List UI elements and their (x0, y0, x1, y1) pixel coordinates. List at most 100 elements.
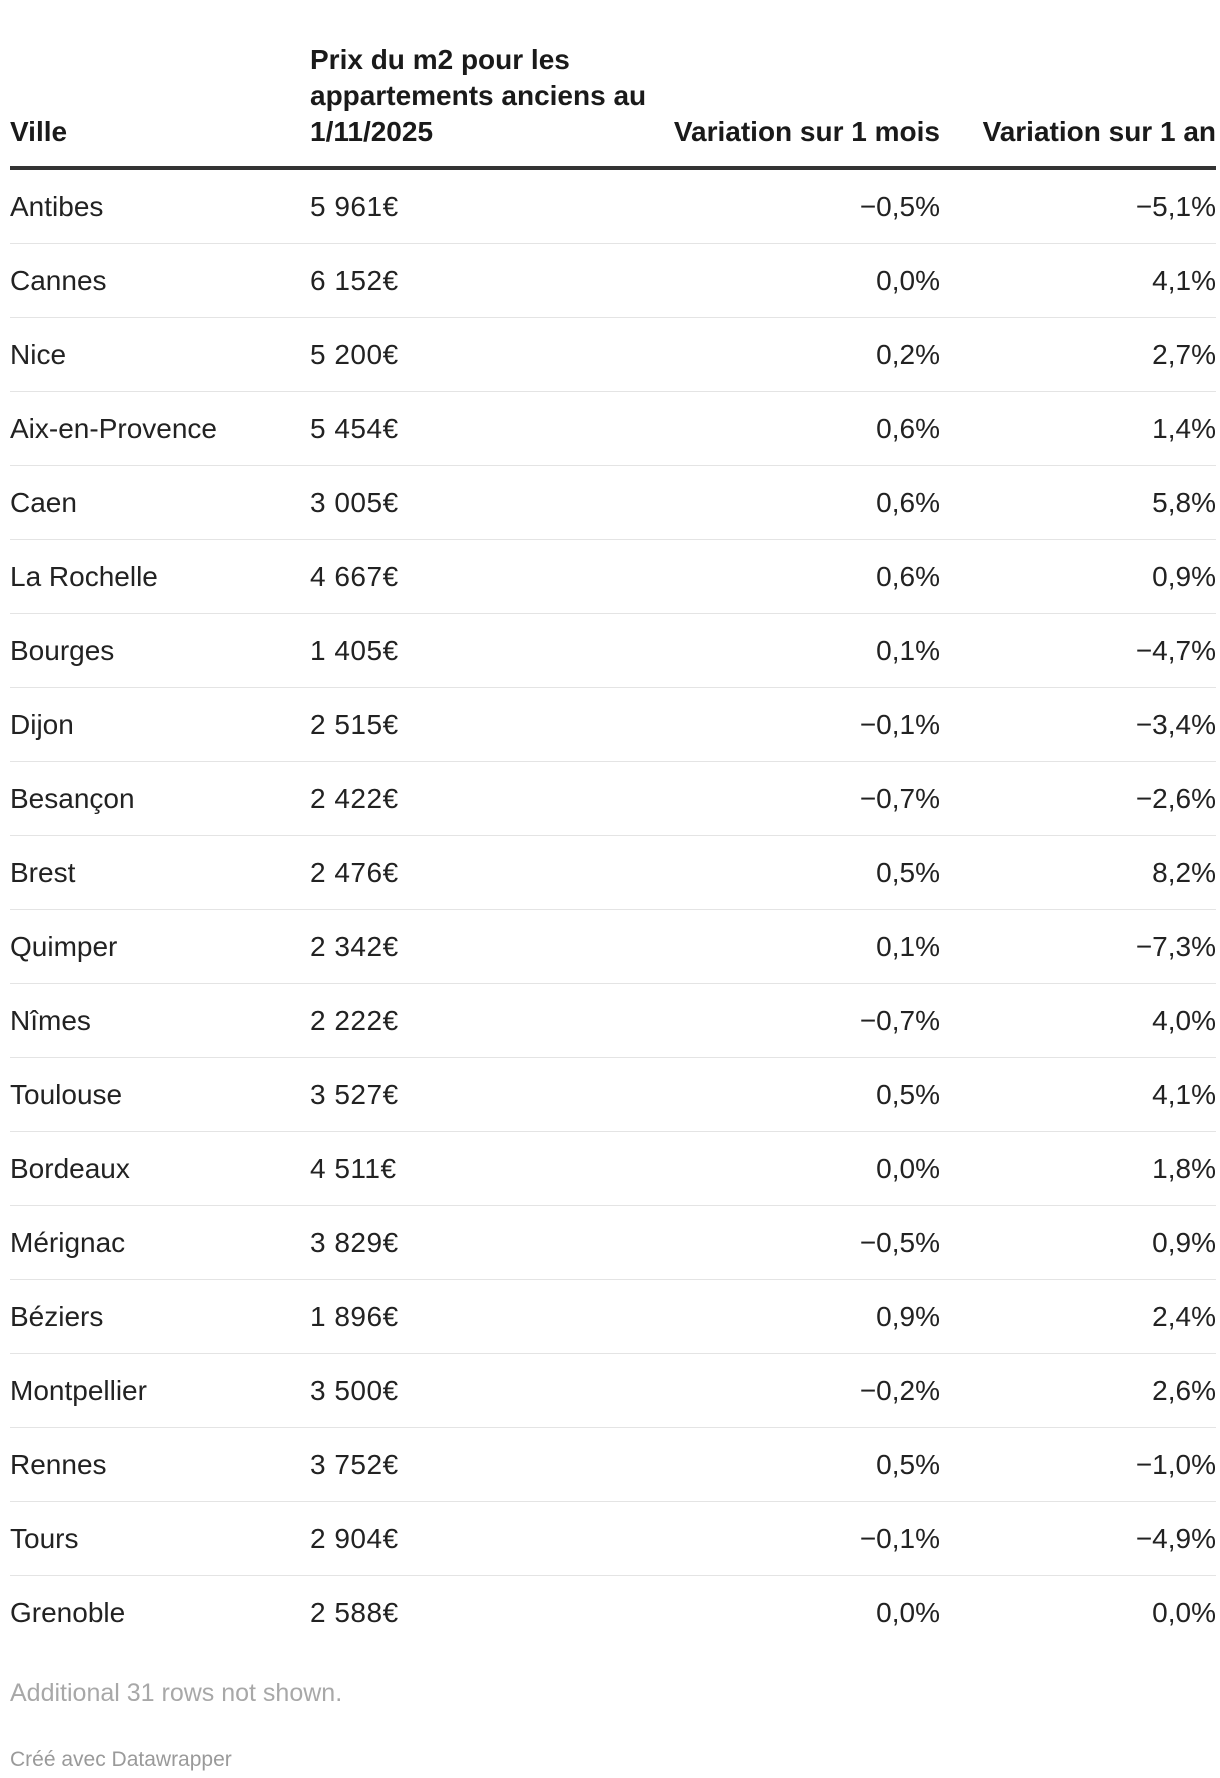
table-container: Ville Prix du m2 pour les appartements a… (10, 0, 1216, 1772)
monthly-variation-cell: −0,1% (670, 687, 940, 762)
table-row: Nice 5 200€ 0,2% 2,7% (10, 317, 1216, 392)
table-row: Brest 2 476€ 0,5% 8,2% (10, 835, 1216, 910)
yearly-variation-cell: 4,1% (940, 243, 1216, 318)
monthly-variation-cell: −0,1% (670, 1501, 940, 1576)
price-cell: 4 667€ (310, 539, 670, 614)
price-cell: 2 588€ (310, 1596, 399, 1628)
ville-cell: Cannes (10, 243, 310, 318)
table-row: Antibes 5 961€ −0,5% −5,1% (10, 168, 1216, 244)
monthly-variation-cell: 0,9% (670, 1279, 940, 1354)
yearly-variation-cell: 2,6% (940, 1353, 1216, 1428)
ville-cell: Montpellier (10, 1353, 310, 1428)
yearly-variation-cell: −3,4% (940, 687, 1216, 762)
table-row: Cannes 6 152€ 0,0% 4,1% (10, 243, 1216, 318)
monthly-variation-cell: 0,5% (670, 835, 940, 910)
table-row: Rennes 3 752€ 0,5% −1,0% (10, 1427, 1216, 1502)
table-row: Montpellier 3 500€ −0,2% 2,6% (10, 1353, 1216, 1428)
price-cell: 5 454€ (310, 391, 670, 466)
ville-cell: Grenoble (10, 1596, 126, 1628)
ville-cell: Caen (10, 465, 310, 540)
yearly-variation-cell: 1,8% (940, 1131, 1216, 1206)
column-header-prix[interactable]: Prix du m2 pour les appartements anciens… (310, 0, 670, 170)
ville-cell: Nice (10, 317, 310, 392)
monthly-variation-cell: −0,7% (670, 761, 940, 836)
ville-cell: Quimper (10, 909, 310, 984)
yearly-variation-cell: −5,1% (940, 168, 1216, 244)
ville-cell: Bourges (10, 613, 310, 688)
price-cell: 1 896€ (310, 1279, 670, 1354)
price-cell: 6 152€ (310, 243, 670, 318)
ville-cell: Béziers (10, 1279, 310, 1354)
table-row: Mérignac 3 829€ −0,5% 0,9% (10, 1205, 1216, 1280)
price-cell: 2 222€ (310, 983, 670, 1058)
monthly-variation-cell: −0,5% (670, 168, 940, 244)
ville-cell: La Rochelle (10, 539, 310, 614)
monthly-variation-cell: 0,6% (670, 539, 940, 614)
yearly-variation-cell: −2,6% (940, 761, 1216, 836)
price-cell: 4 511€ (310, 1131, 670, 1206)
ville-cell: Toulouse (10, 1057, 310, 1132)
yearly-variation-cell: 4,1% (940, 1057, 1216, 1132)
yearly-variation-cell: 2,7% (940, 317, 1216, 392)
table-row: Dijon 2 515€ −0,1% −3,4% (10, 687, 1216, 762)
yearly-variation-cell: −4,7% (940, 613, 1216, 688)
column-header-variation-an[interactable]: Variation sur 1 an (940, 0, 1216, 170)
monthly-variation-cell: 0,1% (670, 909, 940, 984)
monthly-variation-cell: 0,6% (670, 391, 940, 466)
price-cell: 3 500€ (310, 1353, 670, 1428)
table-row: Quimper 2 342€ 0,1% −7,3% (10, 909, 1216, 984)
monthly-variation-cell: 0,5% (670, 1427, 940, 1502)
price-cell: 2 476€ (310, 835, 670, 910)
monthly-variation-cell: 0,0% (670, 243, 940, 318)
price-cell: 5 200€ (310, 317, 670, 392)
price-cell: 3 527€ (310, 1057, 670, 1132)
table-row: Toulouse 3 527€ 0,5% 4,1% (10, 1057, 1216, 1132)
table-row: Béziers 1 896€ 0,9% 2,4% (10, 1279, 1216, 1354)
monthly-variation-cell: −0,7% (670, 983, 940, 1058)
price-cell: 2 904€ (310, 1501, 670, 1576)
price-cell: 2 515€ (310, 687, 670, 762)
monthly-variation-cell: 0,2% (670, 317, 940, 392)
yearly-variation-cell: −1,0% (940, 1427, 1216, 1502)
column-header-variation-mois[interactable]: Variation sur 1 mois (670, 0, 940, 170)
monthly-variation-cell: −0,5% (670, 1205, 940, 1280)
rows-not-shown-note: Additional 31 rows not shown. (10, 1679, 343, 1707)
table-row: Bourges 1 405€ 0,1% −4,7% (10, 613, 1216, 688)
price-cell: 5 961€ (310, 168, 670, 244)
column-header-ville[interactable]: Ville (10, 0, 310, 170)
ville-cell: Nîmes (10, 983, 310, 1058)
yearly-variation-cell: 4,0% (940, 983, 1216, 1058)
yearly-variation-cell: 8,2% (940, 835, 1216, 910)
datawrapper-credit[interactable]: Créé avec Datawrapper (10, 1748, 232, 1771)
table-row: Bordeaux 4 511€ 0,0% 1,8% (10, 1131, 1216, 1206)
ville-cell: Aix-en-Provence (10, 391, 310, 466)
yearly-variation-cell: 0,9% (940, 1205, 1216, 1280)
price-cell: 2 422€ (310, 761, 670, 836)
table-body: Antibes 5 961€ −0,5% −5,1% Cannes 6 152€ 0,0% 4… (10, 168, 1216, 1649)
table-row: Caen 3 005€ 0,6% 5,8% (10, 465, 1216, 540)
monthly-variation-cell: 0,0% (670, 1131, 940, 1206)
table-row: Aix-en-Provence 5 454€ 0,6% 1,4% (10, 391, 1216, 466)
monthly-variation-cell: −0,2% (670, 1353, 940, 1428)
yearly-variation-cell: 2,4% (940, 1279, 1216, 1354)
yearly-variation-cell: −4,9% (940, 1501, 1216, 1576)
price-cell: 3 005€ (310, 465, 670, 540)
ville-cell: Tours (10, 1501, 310, 1576)
ville-cell: Besançon (10, 761, 310, 836)
ville-cell: Dijon (10, 687, 310, 762)
monthly-variation-cell: 0,5% (670, 1057, 940, 1132)
table-row: La Rochelle 4 667€ 0,6% 0,9% (10, 539, 1216, 614)
yearly-variation-cell: 0,0% (1152, 1596, 1216, 1628)
yearly-variation-cell: 0,9% (940, 539, 1216, 614)
ville-cell: Mérignac (10, 1205, 310, 1280)
ville-cell: Brest (10, 835, 310, 910)
price-table: Ville Prix du m2 pour les appartements a… (10, 0, 1216, 1649)
price-cell: 2 342€ (310, 909, 670, 984)
ville-cell: Rennes (10, 1427, 310, 1502)
table-row: Grenoble 2 588€ 0,0% 0,0% (10, 1576, 1216, 1650)
yearly-variation-cell: 5,8% (940, 465, 1216, 540)
price-cell: 1 405€ (310, 613, 670, 688)
table-row: Nîmes 2 222€ −0,7% 4,0% (10, 983, 1216, 1058)
monthly-variation-cell: 0,1% (670, 613, 940, 688)
ville-cell: Bordeaux (10, 1131, 310, 1206)
